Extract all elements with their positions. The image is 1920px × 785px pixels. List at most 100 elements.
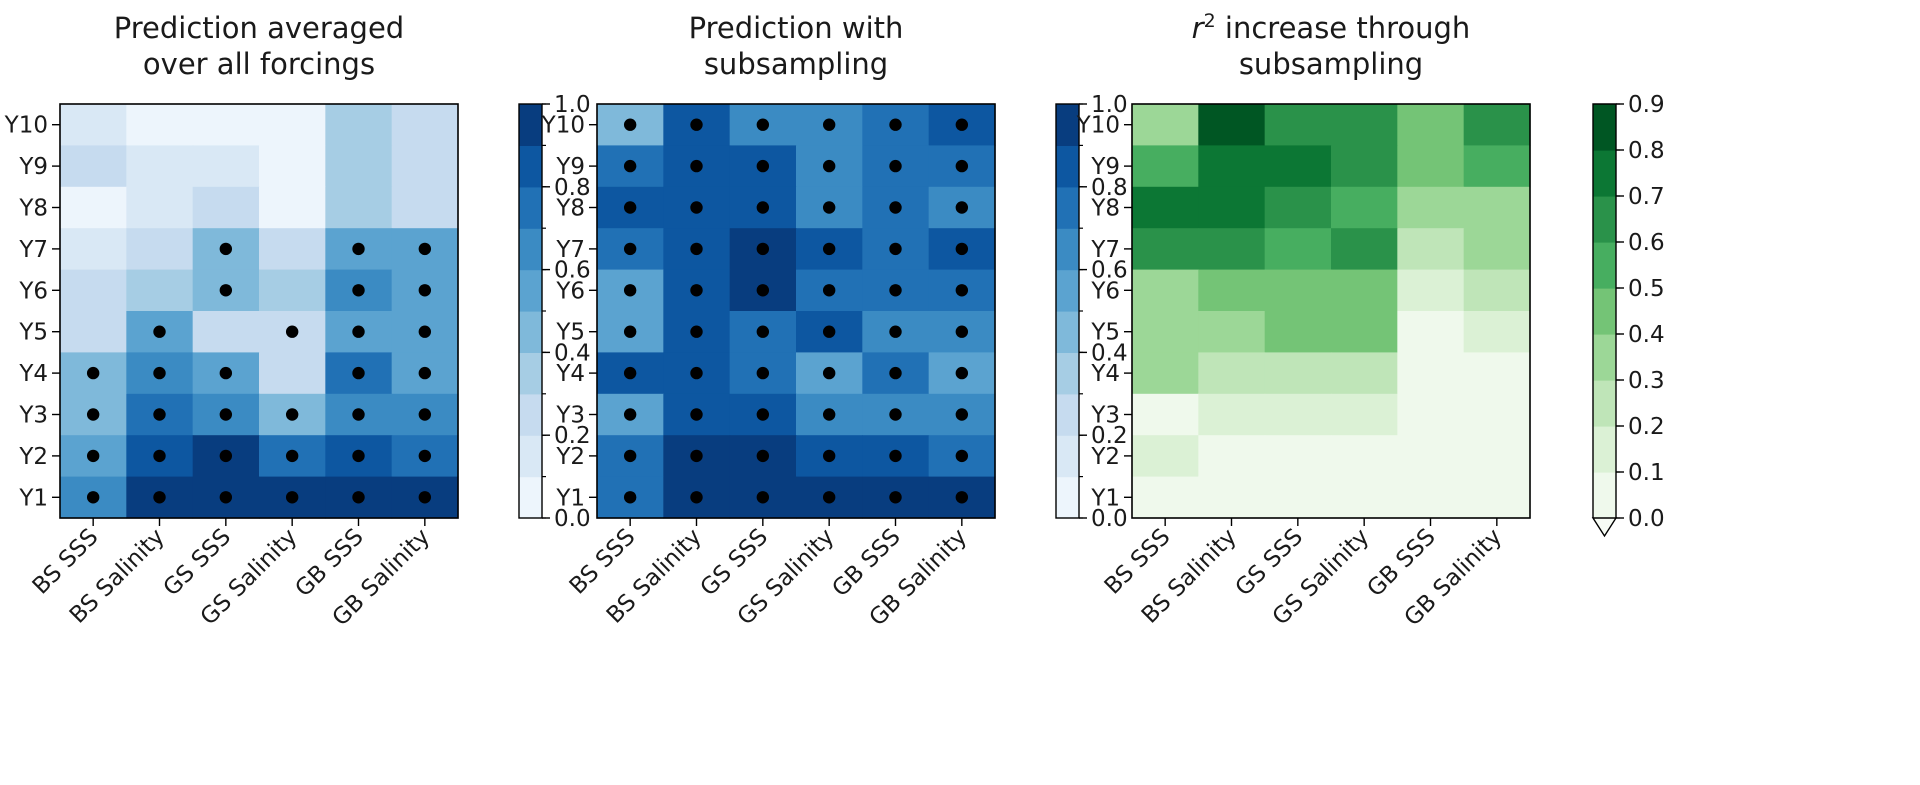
significance-dot xyxy=(690,243,702,255)
y-tick-label: Y5 xyxy=(555,320,585,346)
significance-dot xyxy=(956,408,968,420)
colorbar-tick-label: 0.6 xyxy=(1628,230,1665,256)
heatmap-cell xyxy=(1198,477,1265,519)
significance-dot xyxy=(419,367,431,379)
heatmap-cell xyxy=(1464,228,1531,270)
heatmap-cell xyxy=(1397,311,1464,353)
heatmap-cell xyxy=(1464,311,1531,353)
heatmap-cell xyxy=(1464,435,1531,477)
heatmap-cell xyxy=(193,311,260,353)
heatmap-cell xyxy=(1265,270,1332,312)
significance-dot xyxy=(823,243,835,255)
significance-dot xyxy=(87,491,99,503)
heatmap-cell xyxy=(392,104,459,146)
heatmap-cell xyxy=(1397,228,1464,270)
significance-dot xyxy=(286,326,298,338)
heatmap-cell xyxy=(1132,477,1199,519)
significance-dot xyxy=(624,450,636,462)
title-text: increase through xyxy=(1216,11,1471,45)
significance-dot xyxy=(419,408,431,420)
significance-dot xyxy=(690,160,702,172)
heatmap-cell xyxy=(1198,270,1265,312)
y-tick-label: Y7 xyxy=(1090,237,1120,263)
colorbar-tick-label: 0.9 xyxy=(1628,92,1665,118)
title-math-superscript: 2 xyxy=(1204,10,1216,32)
significance-dot xyxy=(624,284,636,296)
heatmap-cell xyxy=(259,352,326,394)
colorbar-segment xyxy=(1056,311,1079,353)
significance-dot xyxy=(956,491,968,503)
significance-dot xyxy=(624,201,636,213)
colorbar-segment xyxy=(1593,242,1616,289)
heatmap-cell xyxy=(1265,104,1332,146)
significance-dot xyxy=(153,450,165,462)
heatmap-cell xyxy=(60,311,127,353)
y-tick-label: Y8 xyxy=(555,196,585,222)
colorbar-segment xyxy=(519,435,542,477)
colorbar-segment xyxy=(519,187,542,229)
colorbar-segment xyxy=(519,270,542,312)
heatmap-cell xyxy=(60,187,127,229)
significance-dot xyxy=(220,243,232,255)
significance-dot xyxy=(956,201,968,213)
heatmap-cell xyxy=(60,270,127,312)
heatmap-cell xyxy=(1397,435,1464,477)
heatmap-cell xyxy=(1265,435,1332,477)
heatmap-cell xyxy=(1132,187,1199,229)
heatmap-cell xyxy=(1397,145,1464,187)
colorbar-segment xyxy=(1056,228,1079,270)
heatmap-panel-1: Prediction averaged over all forcings Y10 Y… xyxy=(4,11,591,631)
significance-dot xyxy=(352,284,364,296)
heatmap-cell xyxy=(193,145,260,187)
significance-dot xyxy=(153,491,165,503)
significance-dot xyxy=(87,450,99,462)
significance-dot xyxy=(757,284,769,296)
heatmap-cell xyxy=(1331,477,1398,519)
heatmap-cell xyxy=(325,104,392,146)
significance-dot xyxy=(889,450,901,462)
significance-dot xyxy=(823,367,835,379)
colorbar-segment xyxy=(519,352,542,394)
heatmap-cell xyxy=(1397,477,1464,519)
heatmap-cell xyxy=(259,228,326,270)
heatmap-cell xyxy=(1331,228,1398,270)
colorbar-segment xyxy=(1056,187,1079,229)
heatmap-cell xyxy=(1132,270,1199,312)
y-tick-label: Y2 xyxy=(555,444,585,470)
panel-title: Prediction averaged over all forcings xyxy=(114,11,404,81)
title-line: Prediction averaged xyxy=(114,11,404,45)
colorbar-segment xyxy=(1056,352,1079,394)
heatmap-cell xyxy=(259,104,326,146)
y-tick-label: Y4 xyxy=(18,361,48,387)
panel-title: r2 increase through subsampling xyxy=(1192,10,1471,81)
y-tick-label: Y8 xyxy=(18,196,48,222)
heatmap-cell xyxy=(1331,145,1398,187)
significance-dot xyxy=(956,326,968,338)
colorbar-segment xyxy=(1056,104,1079,146)
significance-dot xyxy=(757,243,769,255)
colorbar-segment xyxy=(1593,380,1616,427)
heatmap-cell xyxy=(1265,477,1332,519)
heatmap-cell xyxy=(126,228,193,270)
significance-dot xyxy=(956,160,968,172)
significance-dot xyxy=(757,450,769,462)
colorbar-tick-label: 0.2 xyxy=(1628,414,1665,440)
significance-dot xyxy=(889,201,901,213)
significance-dot xyxy=(419,491,431,503)
significance-dot xyxy=(889,326,901,338)
heatmap-panel-3: r2 increase through subsampling Y10 Y9 Y8 Y7 Y… xyxy=(1076,10,1665,631)
heatmap-cell xyxy=(1397,104,1464,146)
significance-dot xyxy=(690,367,702,379)
heatmap-cell xyxy=(1331,311,1398,353)
y-tick-label: Y9 xyxy=(18,154,48,180)
colorbar-segment xyxy=(519,311,542,353)
colorbar-segment xyxy=(1056,435,1079,477)
significance-dot xyxy=(757,408,769,420)
y-tick-label: Y9 xyxy=(555,154,585,180)
significance-dot xyxy=(220,284,232,296)
heatmap-cell xyxy=(60,228,127,270)
significance-dot xyxy=(624,243,636,255)
y-tick-label: Y10 xyxy=(541,113,585,139)
significance-dot xyxy=(757,491,769,503)
significance-dot xyxy=(823,160,835,172)
